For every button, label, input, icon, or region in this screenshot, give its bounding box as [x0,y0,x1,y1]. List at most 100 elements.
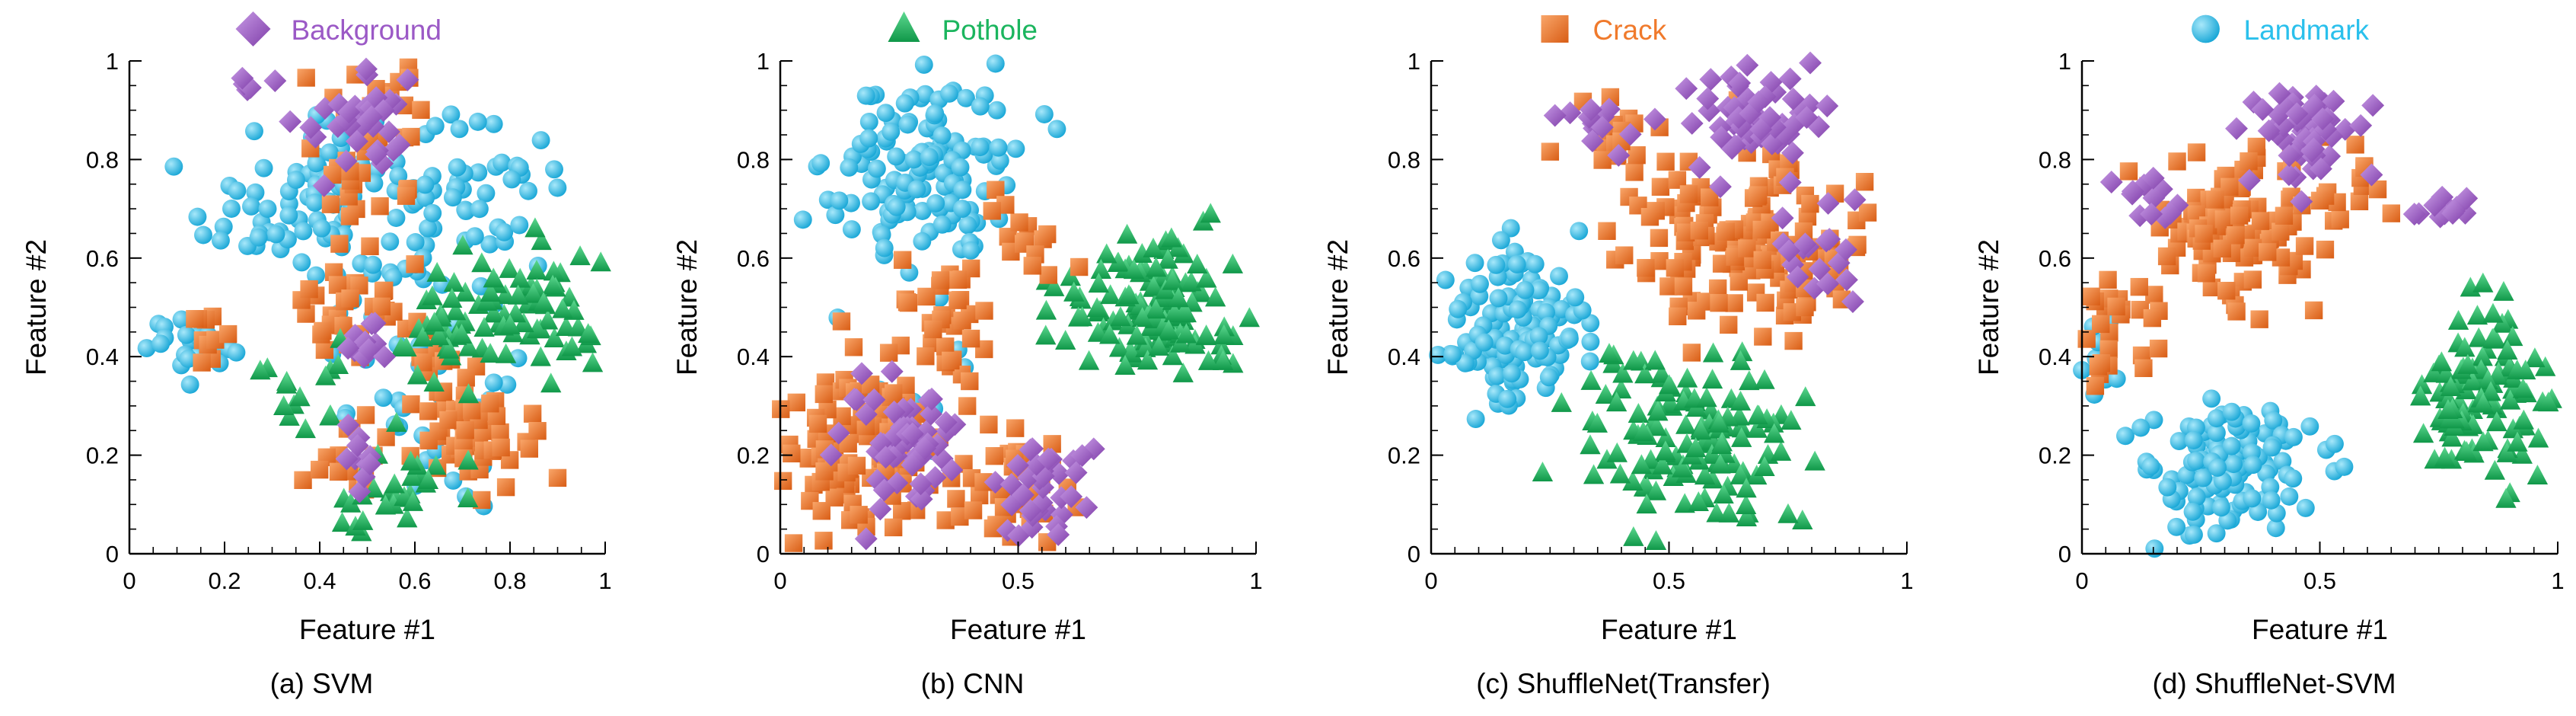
point-landmark [842,220,861,239]
point-landmark [416,175,435,194]
point-crack [1801,194,1819,213]
point-crack [193,353,211,372]
point-landmark [2208,458,2227,477]
point-pothole [289,386,311,407]
point-landmark [480,235,499,254]
point-background [1017,466,1041,490]
point-landmark [872,225,891,244]
y-tick-label: 0.4 [86,344,119,370]
point-crack [2243,238,2262,257]
point-pothole [1132,307,1153,328]
point-background [335,447,359,471]
point-pothole [2440,376,2462,397]
point-background [1064,461,1088,484]
point-background [854,527,878,551]
point-background [2285,102,2309,126]
point-crack [2295,237,2314,255]
point-background [363,312,387,335]
legend-label: Landmark [2244,14,2370,46]
point-background [2402,203,2426,226]
point-landmark [1526,254,1545,273]
point-crack [2134,359,2153,378]
point-crack [1659,277,1678,296]
point-landmark [484,114,503,133]
point-pothole [1730,416,1751,436]
point-landmark [1516,280,1535,299]
point-background [1011,483,1035,507]
point-pothole [428,325,450,346]
y-tick-label: 0.8 [737,146,770,173]
point-crack [2195,225,2213,243]
point-crack [297,305,315,323]
point-landmark [151,334,171,353]
x-tick-label: 0.8 [493,567,526,594]
y-tick-label: 1 [1408,48,1420,75]
point-background [910,487,933,511]
point-crack [985,446,1003,465]
point-landmark [477,184,496,203]
point-pothole [1162,345,1184,366]
point-background [1007,524,1031,548]
point-crack [936,511,955,529]
point-crack [832,312,851,331]
point-pothole [561,336,583,356]
point-background [377,120,400,143]
point-background [2455,187,2479,210]
point-crack [328,276,347,294]
point-crack [1541,142,1560,161]
point-landmark [882,122,901,141]
point-pothole [386,411,407,432]
point-landmark [457,202,476,220]
point-background [1699,68,1723,91]
point-pothole [2527,427,2549,448]
point-pothole [1222,253,1244,273]
point-landmark [470,200,489,219]
point-landmark [416,188,435,207]
point-pothole [1213,324,1235,344]
point-pothole [2447,309,2469,330]
point-background [2278,144,2301,168]
point-pothole [1099,324,1121,344]
point-crack [1717,222,1735,241]
point-crack [2145,286,2163,304]
point-landmark [958,216,977,235]
point-landmark [519,181,537,200]
point-crack [996,196,1015,214]
point-background [1543,104,1567,127]
point-background [2257,119,2281,142]
point-pothole [471,252,493,273]
point-crack [2157,247,2176,266]
point-background [1062,449,1086,472]
legend-marker-triangle-icon [888,11,920,42]
point-pothole [1622,471,1643,491]
point-background [880,360,904,383]
point-pothole [1146,257,1167,277]
data-points [2073,82,2562,558]
point-background [1816,94,1839,118]
point-landmark [1496,336,1515,355]
point-pothole [2482,302,2504,323]
point-background [1781,87,1805,110]
point-crack [1010,213,1028,232]
point-crack [1651,177,1670,196]
point-pothole [1795,386,1816,407]
point-crack [491,423,509,442]
point-pothole [1210,334,1232,355]
point-pothole [1035,299,1057,320]
point-background [1773,122,1797,145]
point-landmark [876,104,895,123]
legend-label: Crack [1593,14,1667,46]
point-crack [2217,281,2236,300]
point-pothole [1730,464,1751,484]
point-crack [815,532,833,550]
y-tick-label: 0.8 [2039,146,2071,173]
point-pothole [1044,276,1065,296]
point-background [312,174,336,197]
x-tick-label: 1 [598,567,611,594]
point-crack [473,491,491,510]
point-background [2159,202,2182,225]
point-pothole [327,354,349,375]
point-crack [315,340,334,360]
point-pothole [1086,297,1108,318]
point-pothole [1701,369,1723,389]
